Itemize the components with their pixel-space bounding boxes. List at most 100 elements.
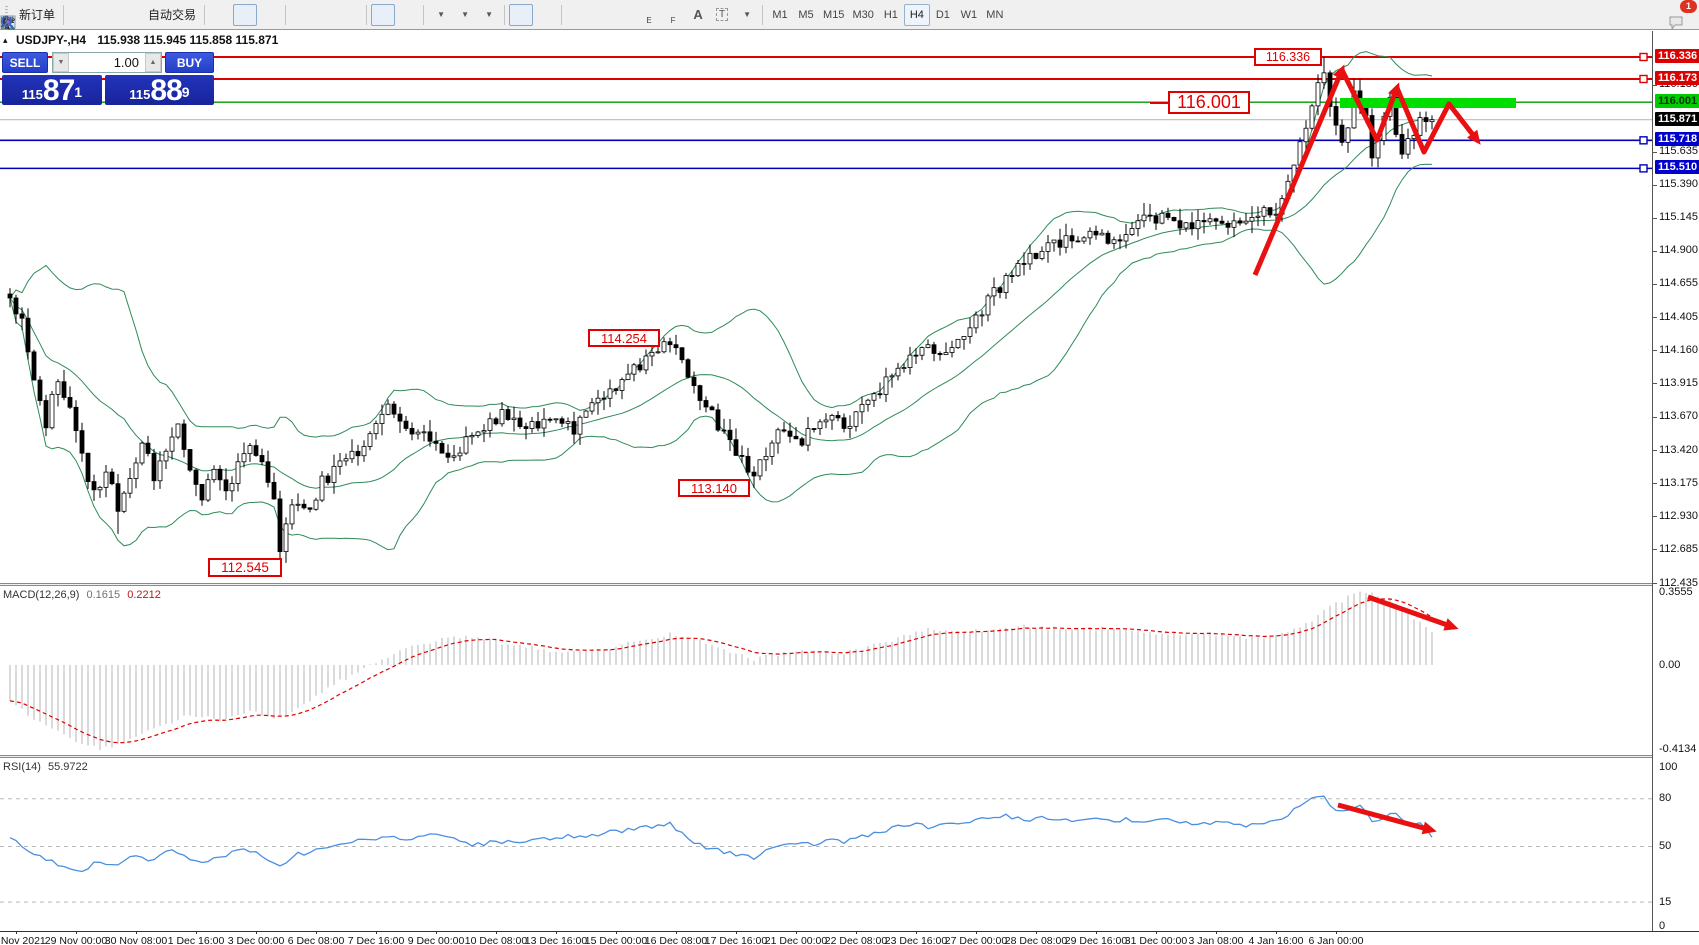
- trend-arrow[interactable]: [1394, 87, 1479, 155]
- volume-decrease-button[interactable]: ▼: [53, 53, 69, 72]
- horizontal-line-tool[interactable]: [1, 4, 614, 26]
- zoom-out-button[interactable]: [1, 4, 338, 30]
- support-zone-band[interactable]: [1340, 98, 1516, 108]
- chart-shift-button[interactable]: [0, 4, 419, 28]
- text-label-tool[interactable]: T: [710, 4, 734, 26]
- toolbar-separator: [204, 4, 206, 25]
- text-tool[interactable]: A: [686, 4, 710, 26]
- candle-body: [1195, 220, 1201, 230]
- candle-body: [325, 475, 331, 483]
- candle-body: [169, 436, 175, 452]
- candle-body: [805, 428, 811, 446]
- candle-body: [919, 347, 925, 356]
- sell-price-display[interactable]: 115 87 1: [2, 75, 102, 106]
- sell-button[interactable]: SELL: [2, 52, 48, 73]
- candle-body: [373, 423, 379, 435]
- candle-body: [913, 354, 919, 357]
- line-drag-handle[interactable]: [1639, 74, 1648, 84]
- candle-body: [247, 445, 253, 455]
- templates-button[interactable]: ▼: [0, 4, 500, 28]
- line-drag-handle[interactable]: [1639, 164, 1648, 173]
- notifications-button[interactable]: 1: [1667, 0, 1697, 30]
- timeframe-button-m1[interactable]: M1: [772, 8, 788, 21]
- search-button[interactable]: [1, 4, 1667, 30]
- candle-body: [445, 452, 451, 458]
- candle-body: [475, 431, 481, 436]
- fibonacci-tool[interactable]: F: [1, 4, 686, 26]
- volume-value[interactable]: 1.00: [113, 55, 139, 70]
- candle-body: [691, 376, 697, 387]
- candle-body: [1099, 232, 1105, 236]
- autotrade-button[interactable]: 自动交易: [0, 4, 200, 30]
- cursor-tool-button[interactable]: [3, 3, 534, 29]
- timeframe-button-w1[interactable]: W1: [960, 8, 978, 21]
- new-order-button[interactable]: 新订单: [1, 4, 59, 30]
- tile-windows-button[interactable]: [1, 4, 362, 29]
- timeframe-button-d1[interactable]: D1: [935, 8, 950, 21]
- top-toolbar: 新订单 自动交易: [0, 0, 1699, 30]
- periods-button[interactable]: ▼: [0, 4, 476, 29]
- arrows-tool[interactable]: ▼: [1, 4, 758, 29]
- sell-price-prefix: 115: [21, 87, 43, 102]
- buy-price-display[interactable]: 115 88 9: [105, 75, 214, 106]
- vertical-line-tool[interactable]: [4, 4, 590, 29]
- zoom-in-button[interactable]: [1, 4, 314, 30]
- price-annotation[interactable]: 114.254: [588, 329, 660, 347]
- timeframe-button-m5[interactable]: M5: [798, 8, 814, 21]
- pane-separator[interactable]: [0, 755, 1652, 758]
- candle-body: [1141, 214, 1147, 222]
- timeframe-button-h4[interactable]: H4: [903, 3, 930, 26]
- candle-body: [1399, 134, 1405, 155]
- trend-arrow[interactable]: [1367, 594, 1454, 630]
- indicators-button[interactable]: ▼: [0, 4, 452, 29]
- timeframe-button-m30[interactable]: M30: [852, 8, 874, 21]
- candle-body: [907, 354, 913, 368]
- market-depth-button[interactable]: [1, 4, 92, 30]
- price-annotation[interactable]: 116.001: [1168, 91, 1250, 114]
- candle-body: [397, 413, 403, 422]
- candle-body: [1021, 263, 1027, 265]
- time-label: 29 Nov 00:00: [44, 935, 108, 945]
- candle-body: [1201, 220, 1207, 223]
- buy-button[interactable]: BUY: [165, 52, 214, 73]
- timeframe-button-h1[interactable]: H1: [883, 8, 898, 21]
- timeframe-button-mn[interactable]: MN: [986, 8, 1004, 21]
- line-chart-mode-button[interactable]: [0, 4, 281, 26]
- community-button[interactable]: [1, 4, 116, 28]
- candle-body: [859, 403, 865, 413]
- rsi-pane: [0, 795, 1652, 903]
- line-drag-handle[interactable]: [1639, 52, 1648, 62]
- trend-arrow[interactable]: [1252, 69, 1345, 276]
- price-axis[interactable]: 116.130115.635115.390115.145114.900114.6…: [1652, 31, 1699, 932]
- equidistant-channel-tool[interactable]: E: [0, 4, 662, 29]
- dropdown-arrow-icon: ▼: [743, 10, 751, 19]
- trend-arrow[interactable]: [1339, 68, 1400, 143]
- candle-body: [877, 393, 883, 396]
- volume-increase-button[interactable]: ▲: [145, 53, 161, 72]
- timeframe-button-m15[interactable]: M15: [823, 8, 845, 21]
- price-annotation[interactable]: 116.336: [1254, 48, 1322, 66]
- price-annotation[interactable]: 113.140: [678, 479, 750, 497]
- trend-arrow[interactable]: [1337, 802, 1432, 833]
- price-tick-mark: [1653, 317, 1657, 319]
- price-annotation[interactable]: 112.545: [208, 558, 282, 577]
- auto-scroll-button[interactable]: [0, 3, 396, 28]
- line-drag-handle[interactable]: [1639, 136, 1648, 145]
- time-tick-mark: [676, 931, 677, 934]
- bar-chart-mode-button[interactable]: [1, 4, 233, 28]
- trendline-tool[interactable]: [1, 4, 638, 28]
- candle-body: [721, 429, 727, 432]
- candle-body: [853, 411, 859, 427]
- crosshair-tool-button[interactable]: [1, 4, 557, 29]
- candlestick-mode-button[interactable]: [1, 3, 258, 29]
- price-tick-label: 113.175: [1659, 476, 1698, 489]
- pane-separator[interactable]: [0, 583, 1652, 586]
- volume-stepper: ▼ 1.00 ▲: [52, 52, 162, 73]
- time-label: 22 Dec 08:00: [824, 935, 888, 945]
- signals-button[interactable]: [1, 4, 140, 29]
- chart-ohlc-quotes: 115.938 115.945 115.858 115.871: [97, 33, 279, 47]
- candle-body: [799, 438, 805, 446]
- candle-body: [823, 419, 829, 423]
